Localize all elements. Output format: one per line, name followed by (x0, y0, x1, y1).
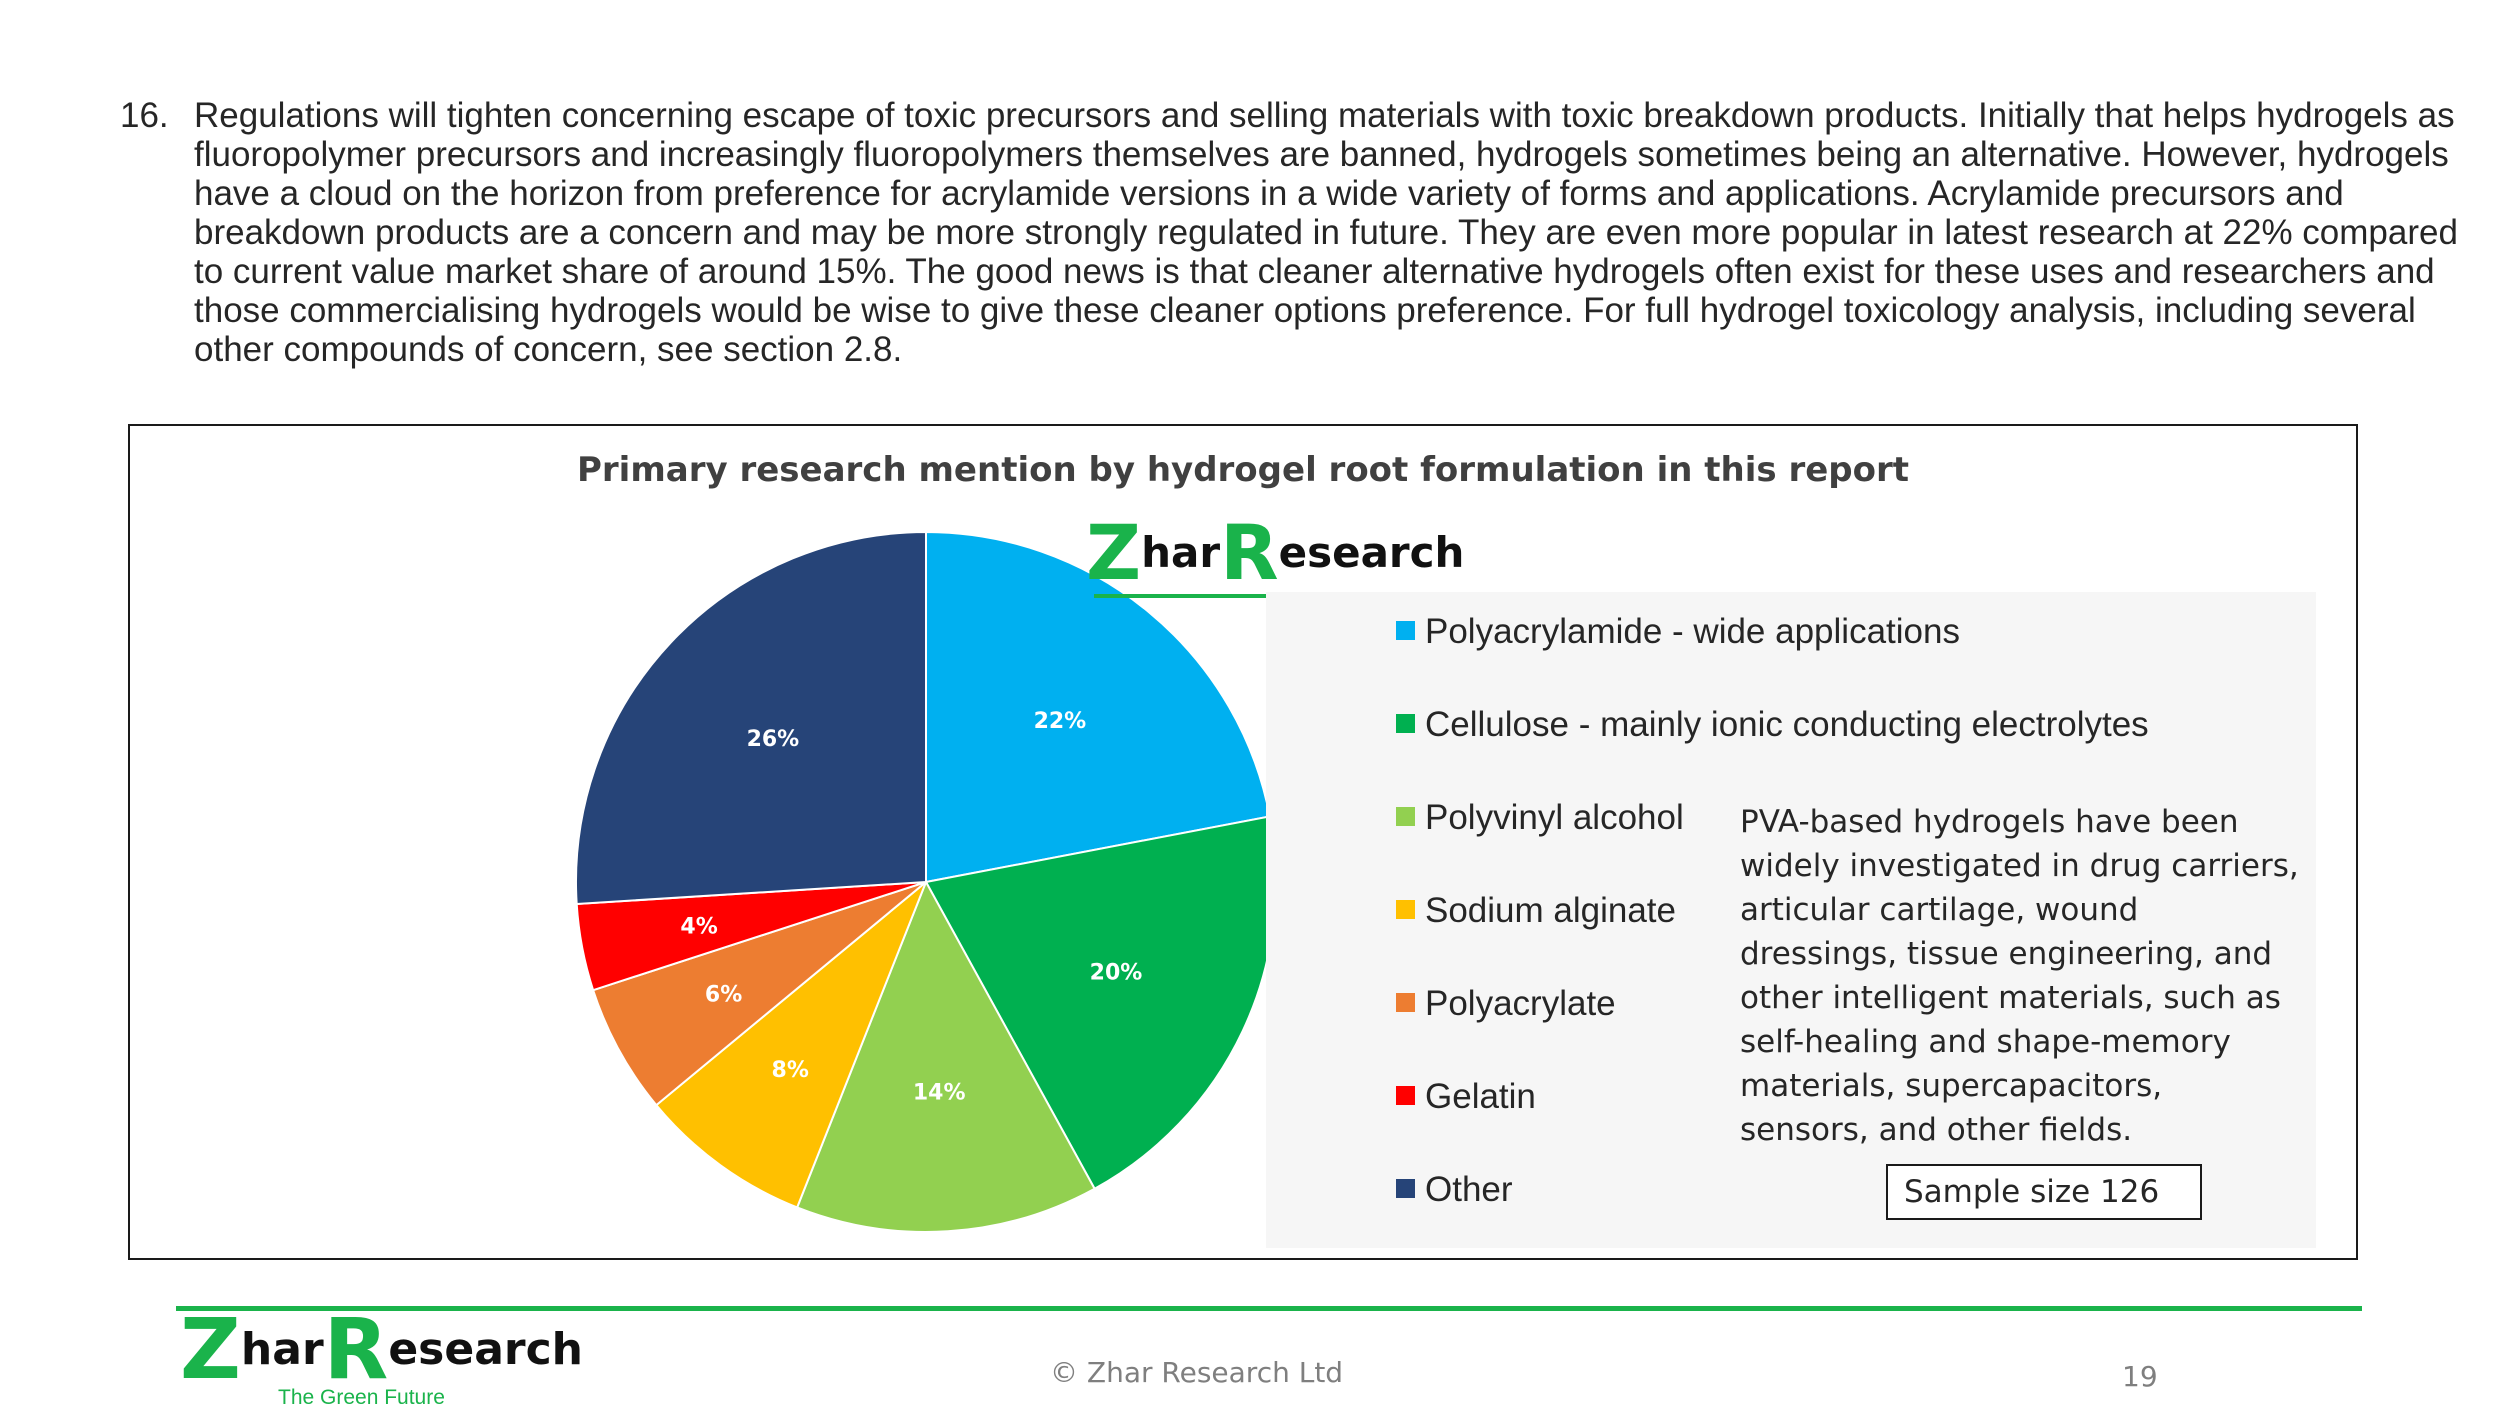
footer-logo: ZharResearch (180, 1300, 583, 1398)
legend-label-0: Polyacrylamide - wide applications (1425, 612, 1960, 651)
paragraph-number: 16. (120, 96, 169, 135)
pie-slice-label-3: 8% (772, 1058, 809, 1083)
paragraph-text: Regulations will tighten concerning esca… (194, 96, 2458, 369)
pie-slice-0 (925, 530, 1271, 884)
footer-copyright: © Zhar Research Ltd (1050, 1356, 1344, 1389)
pie-slice-label-0: 22% (1034, 709, 1087, 734)
logo-letter-r: R (1220, 508, 1279, 597)
legend-item-4: Polyacrylate (1396, 984, 1616, 1024)
pie-slice-label-4: 6% (705, 982, 742, 1007)
legend-item-5: Gelatin (1396, 1077, 1536, 1117)
logo-text-esearch: esearch (1278, 528, 1465, 577)
pva-callout-text: PVA-based hydrogels have been widely inv… (1740, 804, 2299, 1148)
pie-slice-4 (591, 881, 927, 1107)
legend-label-2: Polyvinyl alcohol (1425, 798, 1684, 837)
footer-logo-letter-r: R (323, 1300, 389, 1398)
footer-logo-text-esearch: esearch (388, 1324, 583, 1375)
legend-swatch-5 (1396, 1086, 1415, 1106)
legend-label-4: Polyacrylate (1425, 984, 1616, 1023)
page-number: 19 (2122, 1360, 2158, 1393)
legend-swatch-4 (1396, 993, 1415, 1013)
chart-title: Primary research mention by hydrogel roo… (576, 450, 1910, 490)
chart-frame: Primary research mention by hydrogel roo… (128, 424, 2358, 1260)
legend-label-6: Other (1425, 1170, 1513, 1209)
legend-panel: Polyacrylamide - wide applications Cellul… (1266, 592, 2316, 1248)
pie-slice-label-2: 14% (913, 1081, 966, 1106)
pie-slice-2 (795, 879, 1096, 1233)
pie-chart: 22% 20% 14% 8% 6% 4% 26% (575, 530, 1277, 1233)
legend-label-1: Cellulose - mainly ionic conducting elec… (1425, 705, 2149, 744)
pie-slice-label-5: 4% (680, 914, 717, 939)
legend-swatch-2 (1396, 807, 1415, 827)
legend-item-1: Cellulose - mainly ionic conducting elec… (1396, 705, 2149, 745)
pie-slice-3 (654, 881, 927, 1209)
footer-divider (176, 1306, 2362, 1311)
logo-letter-z: Z (1086, 508, 1142, 597)
legend-label-3: Sodium alginate (1425, 891, 1676, 930)
legend-label-5: Gelatin (1425, 1077, 1536, 1116)
legend-item-3: Sodium alginate (1396, 891, 1676, 931)
pie-slice-label-6: 26% (747, 727, 800, 752)
pie-slice-6 (575, 530, 927, 906)
logo-text-har: har (1141, 528, 1221, 577)
legend-swatch-3 (1396, 900, 1415, 920)
legend-swatch-1 (1396, 714, 1415, 734)
logo-tagline: The Green Future (278, 1386, 445, 1409)
pie-slice-label-1: 20% (1090, 960, 1143, 985)
legend-item-2: Polyvinyl alcohol (1396, 798, 1684, 838)
footer-logo-letter-z: Z (180, 1300, 241, 1398)
legend-swatch-0 (1396, 621, 1415, 641)
legend-item-0: Polyacrylamide - wide applications (1396, 612, 1960, 652)
chart-watermark-logo: ZharResearch (1086, 508, 1474, 598)
sample-size-box: Sample size 126 (1886, 1164, 2202, 1220)
legend-item-6: Other (1396, 1170, 1513, 1210)
footer-logo-text-har: har (240, 1324, 324, 1375)
legend-swatch-6 (1396, 1179, 1415, 1199)
